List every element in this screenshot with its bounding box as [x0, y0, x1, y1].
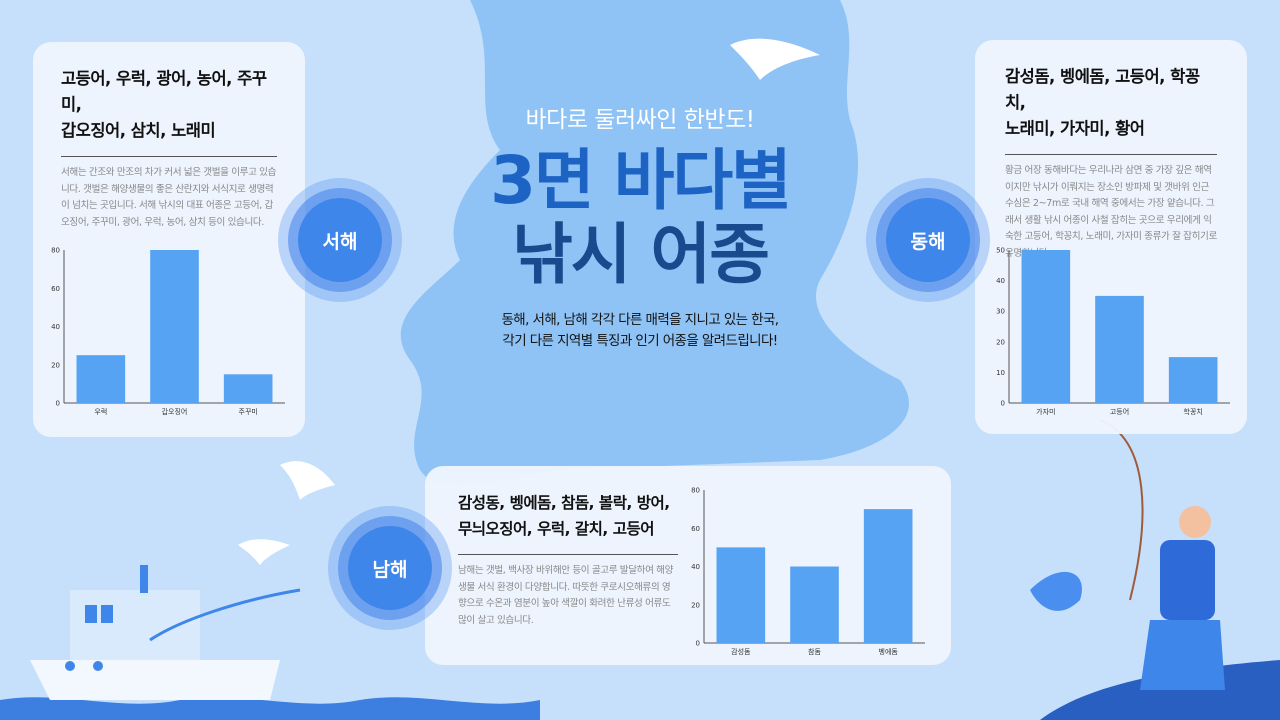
bar-벵에돔: [863, 509, 913, 643]
fisherman-illustration: [1030, 419, 1225, 690]
south-sea-card: 감성동, 벵에돔, 참돔, 볼락, 방어, 무늬오징어, 우럭, 갈치, 고등어 …: [425, 466, 951, 665]
y-tick-label: 20: [996, 338, 1005, 346]
subtitle: 바다로 둘러싸인 한반도!: [525, 107, 755, 133]
east-bar-chart: 0 10 20 30 40 50 가자미 고등어 학꽁치: [996, 247, 1230, 416]
intro-text: 동해, 서해, 남해 각각 다른 매력을 지니고 있는 한국, 각기 다른 지역별…: [501, 312, 779, 349]
x-tick-label: 갑오징어: [162, 407, 188, 416]
west-species-title: 고등어, 우럭, 광어, 농어, 주꾸미, 갑오징어, 삼치, 노래미: [61, 69, 267, 140]
bar-참돔: [790, 566, 839, 643]
divider: [1005, 154, 1217, 155]
x-tick-label: 벵에돔: [879, 647, 899, 656]
x-tick-label: 주꾸미: [239, 407, 258, 416]
west-description: 서해는 간조와 만조의 차가 커서 넓은 갯벌을 이루고 있습니다. 갯벌은 해…: [61, 167, 277, 228]
south-sea-badge: 남해: [328, 506, 452, 630]
y-tick-label: 0: [696, 640, 700, 648]
bar-학꽁치: [1168, 357, 1218, 403]
bar-주꾸미: [223, 374, 273, 403]
map-shape: [400, 0, 909, 486]
bar-고등어: [1095, 295, 1144, 403]
south-species-title: 감성동, 벵에돔, 참돔, 볼락, 방어, 무늬오징어, 우럭, 갈치, 고등어: [458, 494, 670, 538]
wave: [0, 697, 540, 720]
east-species-title: 감성돔, 벵에돔, 고등어, 학꽁치, 노래미, 가자미, 황어: [1005, 67, 1200, 138]
seagull-icon: [238, 539, 290, 565]
title-line-2: 낚시 어종: [512, 216, 770, 293]
y-tick-label: 80: [691, 487, 700, 495]
y-tick-label: 40: [996, 277, 1005, 285]
main-header: 바다로 둘러싸인 한반도! 3면 바다별 낚시 어종 동해, 서해, 남해 각각…: [430, 100, 850, 352]
seagull-icon: [280, 461, 335, 500]
y-tick-label: 60: [691, 525, 700, 533]
y-tick-label: 20: [691, 601, 700, 609]
y-tick-label: 30: [996, 308, 1005, 316]
x-tick-label: 참돔: [808, 648, 821, 656]
y-tick-label: 0: [1001, 400, 1005, 408]
bar-갑오징어: [150, 250, 199, 403]
x-tick-label: 학꽁치: [1184, 407, 1203, 416]
y-tick-label: 40: [51, 323, 60, 331]
bar-가자미: [1021, 250, 1071, 403]
x-tick-label: 고등어: [1110, 407, 1129, 416]
x-tick-label: 우럭: [94, 408, 107, 416]
divider: [458, 554, 678, 555]
y-tick-label: 80: [51, 247, 60, 255]
y-tick-label: 20: [51, 361, 60, 369]
y-tick-label: 0: [56, 400, 60, 408]
y-tick-label: 40: [691, 563, 700, 571]
title-line-1: 3면 바다별: [490, 142, 792, 219]
seagull-icon: [730, 38, 820, 80]
west-bar-chart: 0 20 40 60 80 우럭 갑오징어 주꾸미: [51, 247, 285, 416]
boat-illustration: [30, 565, 301, 700]
y-tick-label: 10: [996, 369, 1005, 377]
y-tick-label: 60: [51, 285, 60, 293]
south-bar-chart: 0 20 40 60 80 감성돔 참돔 벵에돔: [691, 487, 925, 656]
west-sea-badge: 서해: [278, 178, 402, 302]
bar-우럭: [76, 355, 126, 403]
x-tick-label: 감성돔: [731, 647, 751, 656]
bar-감성돔: [716, 547, 766, 643]
divider: [61, 156, 277, 157]
east-sea-badge: 동해: [866, 178, 990, 302]
x-tick-label: 가자미: [1036, 407, 1055, 416]
south-description: 남해는 갯벌, 백사장 바위해안 등이 골고루 발달하여 해양생물 서식 환경이…: [458, 565, 674, 626]
y-tick-label: 50: [996, 247, 1005, 255]
